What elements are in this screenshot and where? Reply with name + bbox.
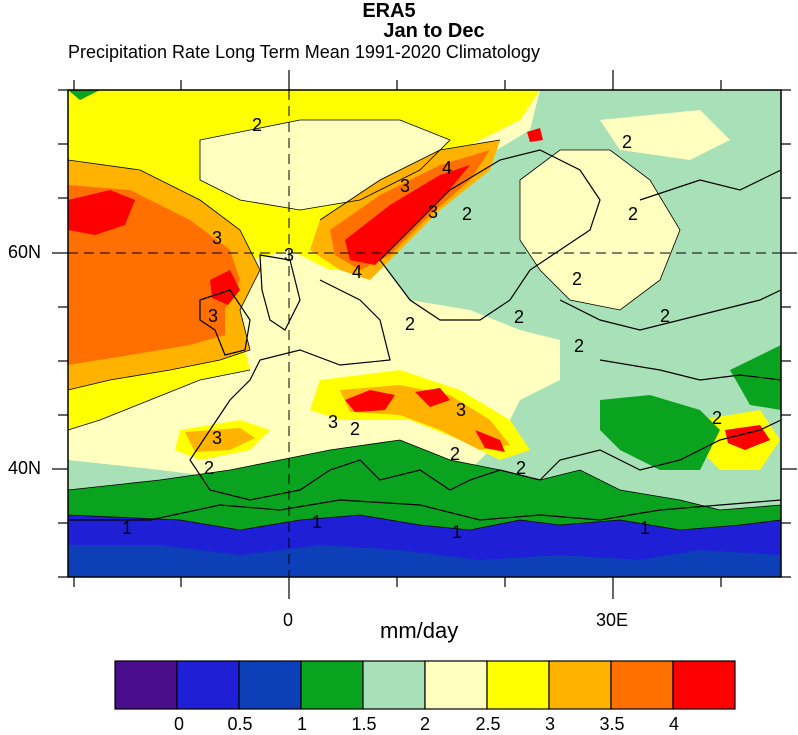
colorbar-boxes [114,660,736,710]
contour-label: 2 [405,314,415,334]
units-label: mm/day [380,618,459,643]
fill-0-0p5-sahara [68,545,781,577]
contour-label: 2 [516,458,526,478]
colorbar-label: 4 [668,714,679,734]
contour-label: 3 [212,228,222,248]
contour-label: 1 [452,522,462,542]
fill-4-scot [210,270,240,305]
contour-label: 3 [456,400,466,420]
map-frame [67,89,782,578]
colorbar-label: 0 [173,714,184,734]
map-title: ERA5 [362,0,416,22]
colorbar-box [672,660,736,710]
coastlines [68,149,781,521]
tick-marks [52,70,797,599]
contour-label: 2 [628,204,638,224]
fill-1-1p5-caspian [730,345,781,410]
colorbar-box [176,660,240,710]
contour-label-group: 2 2 2 2 2 2 2 2 2 2 2 3 3 3 3 3 3 3 3 4 … [122,115,722,542]
contour-label: 4 [442,158,452,178]
lon-label-30e: 30E [596,610,629,630]
contour-label: 3 [284,245,294,265]
colorbar-label: 3 [544,714,555,734]
contour-label: 2 [622,132,632,152]
contour-label: 3 [208,306,218,326]
colorbar-box [238,660,302,710]
fill-4-alps2 [415,388,450,407]
fill-2-2p5-scand [520,150,680,310]
precipitation-map: 2 2 2 2 2 2 2 2 2 2 2 3 3 3 3 3 3 3 3 4 … [52,70,797,599]
contour-label: 1 [312,512,322,532]
contour-label: 1 [122,518,132,538]
colorbar-box [486,660,550,710]
lon-label-0: 0 [283,610,294,630]
contour-label: 2 [462,204,472,224]
contour-lines [68,119,781,531]
contour-label: 2 [350,419,360,439]
contour-label: 2 [572,269,582,289]
contour-label: 4 [352,262,362,282]
colorbar-box [548,660,612,710]
fill-4-alps1 [345,390,395,412]
contour-label: 2 [204,458,214,478]
contour-label: 3 [428,202,438,222]
lat-label-60n: 60N [8,242,42,262]
contour-label: 2 [574,336,584,356]
colorbar [114,660,736,710]
colorbar-label: 2 [419,714,430,734]
fill-4-iceland [527,128,543,142]
graticule [68,90,781,577]
colorbar-box [610,660,674,710]
contour-label: 3 [400,176,410,196]
contour-label: 3 [212,428,222,448]
fill-2p5-3-cut [200,120,450,210]
colorbar-label: 3.5 [599,714,625,734]
contour-label: 2 [514,307,524,327]
lat-label-40n: 40N [8,458,42,478]
fill-4-atlantic [68,190,135,235]
fill-2-2p5-east [600,110,730,160]
map-description: Precipitation Rate Long Term Mean 1991-2… [68,42,540,62]
fill-4-balkan [475,430,505,452]
fill-4-caucasus [725,425,770,450]
map-subtitle: Jan to Dec [383,20,485,42]
fill-1-1p5-east [600,395,720,470]
colorbar-label: 2.5 [475,714,501,734]
colorbar-box [114,660,178,710]
fill-3p5-4-atlantic [68,185,240,365]
contour-label: 2 [252,115,262,135]
fill-4-norway [345,165,470,265]
contour-label: 2 [712,408,722,428]
colorbar-label: 0.5 [227,714,253,734]
colorbar-label: 1 [296,714,307,734]
colorbar-label: 1.5 [351,714,377,734]
contour-label: 2 [660,306,670,326]
colorbar-box [362,660,426,710]
contour-label: 3 [328,412,338,432]
contour-label: 2 [450,444,460,464]
colorbar-box [424,660,488,710]
contour-label: 1 [640,518,650,538]
colorbar-box [300,660,364,710]
fill-3-3p5-iberia [185,428,255,452]
fill-1-1p5-nw [68,90,100,100]
